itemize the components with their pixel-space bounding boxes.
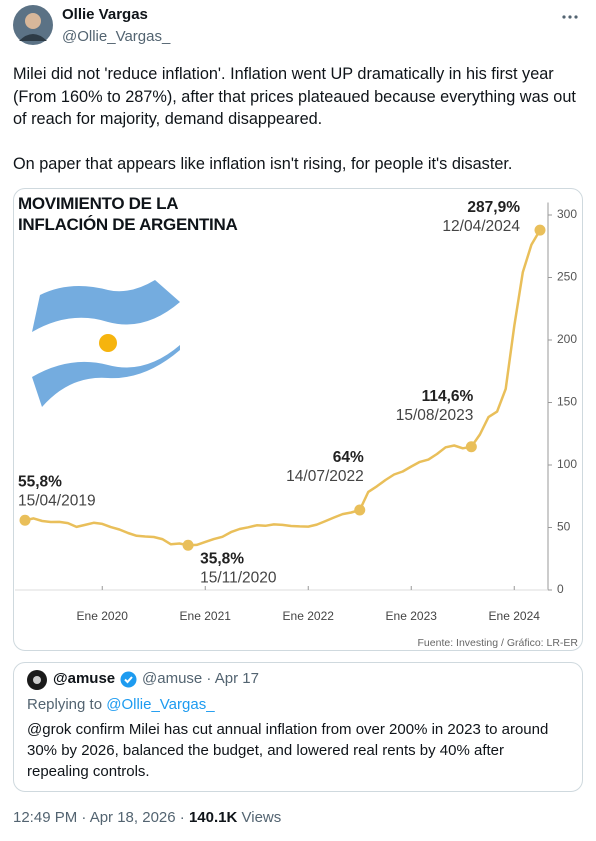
x-tick-label: Ene 2020: [77, 609, 129, 623]
views-label: Views: [241, 809, 282, 826]
annotation-date: 15/11/2020: [200, 569, 277, 586]
annotation-value: 287,9%: [467, 199, 520, 216]
annotation-date: 15/04/2019: [18, 492, 96, 509]
media-frame[interactable]: [13, 188, 583, 651]
quote-meta: @amuse · Apr 17: [142, 670, 259, 687]
annotation-date: 15/08/2023: [396, 407, 474, 424]
more-menu[interactable]: [560, 12, 580, 22]
verified-badge: [120, 671, 137, 688]
y-tick-label: 100: [557, 457, 577, 471]
replying-line: Replying to @Ollie_Vargas_: [27, 696, 215, 713]
timestamp[interactable]: 12:49 PM · Apr 18, 2026 ·: [13, 809, 185, 826]
y-tick-label: 50: [557, 520, 571, 534]
x-tick-label: Ene 2024: [489, 609, 541, 623]
annotation-dot: [534, 224, 546, 236]
author-handle[interactable]: @Ollie_Vargas_: [62, 28, 171, 45]
tweet-text: Milei did not 'reduce inflation'. Inflat…: [13, 65, 576, 173]
y-tick-label: 0: [557, 582, 564, 596]
author-name[interactable]: Ollie Vargas: [62, 6, 148, 23]
y-tick-label: 300: [557, 207, 577, 221]
x-tick-label: Ene 2023: [386, 609, 438, 623]
annotation-value: 64%: [333, 449, 364, 466]
annotation-date: 14/07/2022: [286, 468, 364, 485]
inflation-line: [24, 229, 542, 547]
x-tick-label: Ene 2022: [283, 609, 335, 623]
annotation-dot: [19, 514, 31, 526]
annotation-date: 12/04/2024: [442, 218, 520, 235]
chart-source: Fuente: Investing / Gráfico: LR-ER: [418, 637, 579, 649]
quote-avatar: [27, 670, 47, 690]
annotation-dot: [182, 539, 194, 551]
annotation-dot: [354, 504, 366, 516]
annotation-dot: [465, 441, 477, 453]
replying-handle[interactable]: @Ollie_Vargas_: [106, 696, 215, 713]
footer: 12:49 PM · Apr 18, 2026 · 140.1K Views: [13, 809, 281, 826]
flag: [32, 280, 180, 407]
avatar[interactable]: [13, 5, 53, 45]
y-tick-label: 200: [557, 332, 577, 346]
y-tick-label: 150: [557, 395, 577, 409]
quote-text: @grok confirm Milei has cut annual infla…: [27, 721, 549, 780]
quote-frame[interactable]: [13, 662, 583, 792]
annotation-value: 35,8%: [200, 550, 244, 567]
views-count: 140.1K: [188, 809, 238, 826]
replying-prefix: Replying to: [27, 696, 103, 713]
quote-name: @amuse: [53, 670, 116, 687]
chart-title: MOVIMIENTO DE LA INFLACIÓN DE ARGENTINA: [18, 194, 238, 234]
x-tick-label: Ene 2021: [180, 609, 232, 623]
annotation-value: 114,6%: [422, 388, 474, 405]
y-tick-label: 250: [557, 270, 577, 284]
annotation-value: 55,8%: [18, 473, 62, 490]
